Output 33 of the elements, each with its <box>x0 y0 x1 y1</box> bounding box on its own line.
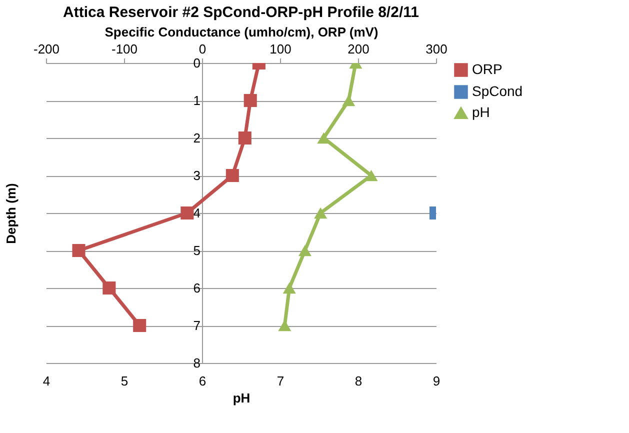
legend-label: pH <box>472 104 490 120</box>
point <box>133 318 146 332</box>
x2-tick-label: -100 <box>111 42 138 56</box>
y-tick-label: 1 <box>193 93 200 108</box>
x-tick-label: 4 <box>42 374 50 388</box>
y-tick-label: 0 <box>193 56 200 70</box>
chart-title: Attica Reservoir #2 SpCond-ORP-pH Profile 8/2/11 <box>63 4 419 21</box>
y-tick-label: 2 <box>193 130 200 146</box>
y-tick-label: 5 <box>193 243 200 258</box>
x-tick-label: 5 <box>120 374 128 388</box>
point <box>238 131 252 145</box>
y-axis-title: Depth (m) <box>4 183 18 244</box>
y-tick-label: 8 <box>193 356 200 370</box>
x2-tick-label: 300 <box>426 42 448 56</box>
x2-tick-label: -200 <box>33 42 60 56</box>
point <box>244 94 257 108</box>
y-tick-label: 4 <box>193 206 200 220</box>
x-tick-label: 7 <box>276 374 284 388</box>
y-tick-label: 3 <box>193 168 200 183</box>
point <box>180 206 194 220</box>
y-tick-label: 7 <box>193 318 200 333</box>
x-tick-label: 8 <box>354 374 362 388</box>
x2-axis-title: Specific Conductance (umho/cm), ORP (mV) <box>104 24 378 40</box>
y-tick-label: 6 <box>193 280 200 296</box>
x-axis-title: pH <box>232 390 250 406</box>
legend-label: ORP <box>472 61 502 77</box>
x-tick-label: 9 <box>432 374 440 388</box>
point <box>226 168 239 182</box>
x2-tick-label: 200 <box>348 42 370 56</box>
point <box>72 244 86 258</box>
point <box>102 281 116 295</box>
legend-label: SpCond <box>472 83 523 99</box>
x2-tick-label: 100 <box>270 42 292 56</box>
